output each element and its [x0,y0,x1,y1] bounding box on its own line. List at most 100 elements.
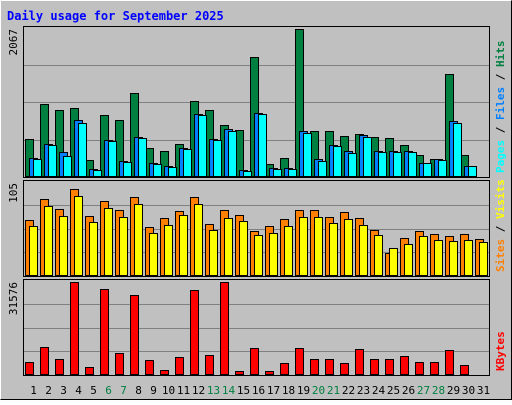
bar-kbytes-day-22 [340,363,349,375]
day-label-13: 13 [207,384,220,397]
bar-pages-day-16 [258,114,267,177]
bar-visits-day-23 [359,225,368,276]
day-label-18: 18 [282,384,295,397]
bar-kbytes-day-6 [100,289,109,375]
day-label-30: 30 [462,384,475,397]
bar-visits-day-16 [254,235,263,276]
bar-pages-day-29 [453,123,462,177]
bar-pages-day-24 [378,152,387,177]
day-label-23: 23 [357,384,370,397]
bar-pages-day-26 [408,152,417,177]
bar-pages-day-7 [123,162,132,177]
bar-visits-day-25 [389,248,398,276]
bar-visits-day-2 [44,206,53,276]
day-label-10: 10 [162,384,175,397]
day-label-29: 29 [447,384,460,397]
sites-visits-panel: 105 Sites / Visits [7,179,507,277]
bar-visits-day-4 [74,196,83,276]
bar-visits-day-22 [344,219,353,276]
day-label-11: 11 [177,384,190,397]
bar-kbytes-day-10 [160,370,169,375]
day-label-6: 6 [105,384,112,397]
bar-pages-day-9 [153,164,162,177]
bar-pages-day-28 [438,160,447,177]
bar-kbytes-day-25 [385,359,394,375]
bar-visits-day-24 [374,235,383,276]
bar-pages-day-11 [183,149,192,177]
bottom-bars [25,282,469,375]
bar-pages-day-3 [63,156,72,177]
bar-kbytes-day-26 [400,356,409,375]
bar-visits-day-18 [284,226,293,276]
bar-kbytes-day-30 [460,365,469,375]
bar-pages-day-23 [363,137,372,177]
bar-pages-day-25 [393,152,402,177]
bar-visits-day-12 [194,204,203,276]
bar-visits-day-31 [479,242,488,276]
legend-pages: Pages [494,140,507,173]
bar-kbytes-day-17 [265,371,274,375]
bar-kbytes-day-11 [175,357,184,375]
day-label-27: 27 [417,384,430,397]
bar-pages-day-19 [303,133,312,177]
day-label-16: 16 [252,384,265,397]
bar-visits-day-1 [29,226,38,276]
day-label-28: 28 [432,384,445,397]
bar-visits-day-9 [149,233,158,276]
bar-pages-day-4 [78,123,87,177]
legend-visits: Visits [494,179,507,219]
legend-files: Files [494,87,507,120]
bar-pages-day-20 [318,161,327,177]
bar-visits-day-3 [59,216,68,276]
bar-kbytes-day-13 [205,355,214,375]
bar-visits-day-11 [179,215,188,276]
bottom-y-max-label: 31576 [7,282,20,315]
day-label-20: 20 [312,384,325,397]
bar-kbytes-day-4 [70,282,79,375]
bar-kbytes-day-28 [430,362,439,375]
day-label-2: 2 [45,384,52,397]
bar-kbytes-day-29 [445,350,454,375]
bar-visits-day-30 [464,240,473,276]
day-label-12: 12 [192,384,205,397]
bottom-legend-kbytes: KBytes [494,331,507,371]
bar-pages-day-14 [228,131,237,177]
bar-visits-day-19 [299,217,308,276]
legend-hits: Hits [494,41,507,68]
bar-kbytes-day-2 [40,347,49,375]
bar-kbytes-day-5 [85,367,94,375]
bar-kbytes-day-27 [415,362,424,375]
bar-pages-day-13 [213,140,222,177]
bar-pages-day-15 [243,171,252,177]
top-y-max-label: 2067 [7,29,20,56]
bar-pages-day-18 [288,169,297,177]
day-label-4: 4 [75,384,82,397]
day-label-5: 5 [90,384,97,397]
bar-visits-day-26 [404,244,413,276]
bar-visits-day-14 [224,218,233,276]
day-label-19: 19 [297,384,310,397]
middle-bars [25,189,488,276]
bar-kbytes-day-1 [25,362,34,375]
bar-kbytes-day-23 [355,349,364,375]
bar-pages-day-8 [138,138,147,177]
bar-kbytes-day-19 [295,348,304,375]
bar-visits-day-10 [164,225,173,276]
bar-kbytes-day-7 [115,353,124,375]
day-label-8: 8 [135,384,142,397]
bar-visits-day-21 [329,223,338,276]
bar-kbytes-day-16 [250,348,259,375]
bar-visits-day-20 [314,217,323,276]
legend-sites: Sites [494,239,507,272]
chart-title: Daily usage for September 2025 [7,9,224,23]
bar-visits-day-28 [434,240,443,276]
bar-pages-day-1 [33,159,42,177]
day-label-24: 24 [372,384,386,397]
bar-kbytes-day-18 [280,363,289,375]
day-label-26: 26 [402,384,415,397]
bar-visits-day-15 [239,221,248,276]
bar-pages-day-12 [198,115,207,177]
bar-kbytes-day-3 [55,359,64,375]
